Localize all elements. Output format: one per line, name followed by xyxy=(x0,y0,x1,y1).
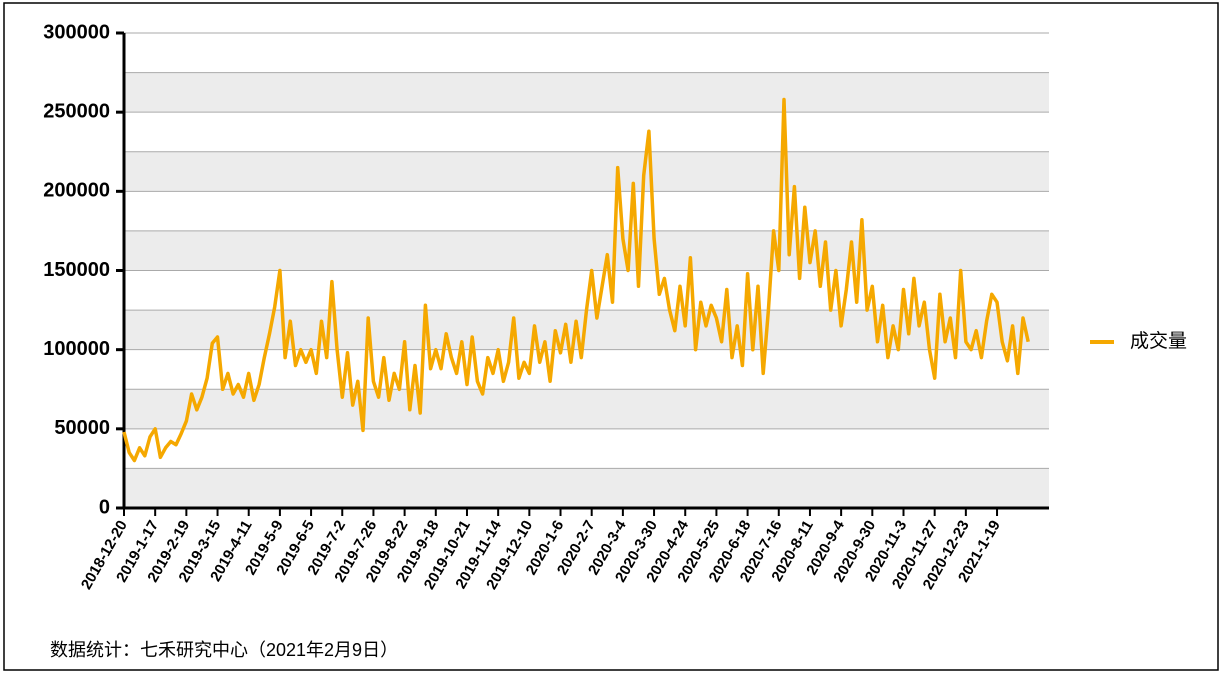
y-tick-label: 100000 xyxy=(43,338,110,360)
grid-band xyxy=(124,151,1049,192)
y-tick-label: 300000 xyxy=(43,21,110,43)
y-tick-label: 0 xyxy=(99,496,110,518)
line-series xyxy=(122,97,1030,463)
grid-band xyxy=(124,389,1049,429)
grid-band xyxy=(124,230,1049,271)
y-tick-label: 200000 xyxy=(43,180,110,202)
grid-band xyxy=(124,72,1049,113)
y-tick-label: 250000 xyxy=(43,100,110,122)
y-tick-label: 150000 xyxy=(43,259,110,281)
legend-label: 成交量 xyxy=(1130,330,1187,352)
source-note: 数据统计：七禾研究中心（2021年2月9日） xyxy=(50,640,398,660)
grid-band xyxy=(124,468,1049,508)
y-tick-label: 50000 xyxy=(54,417,110,439)
